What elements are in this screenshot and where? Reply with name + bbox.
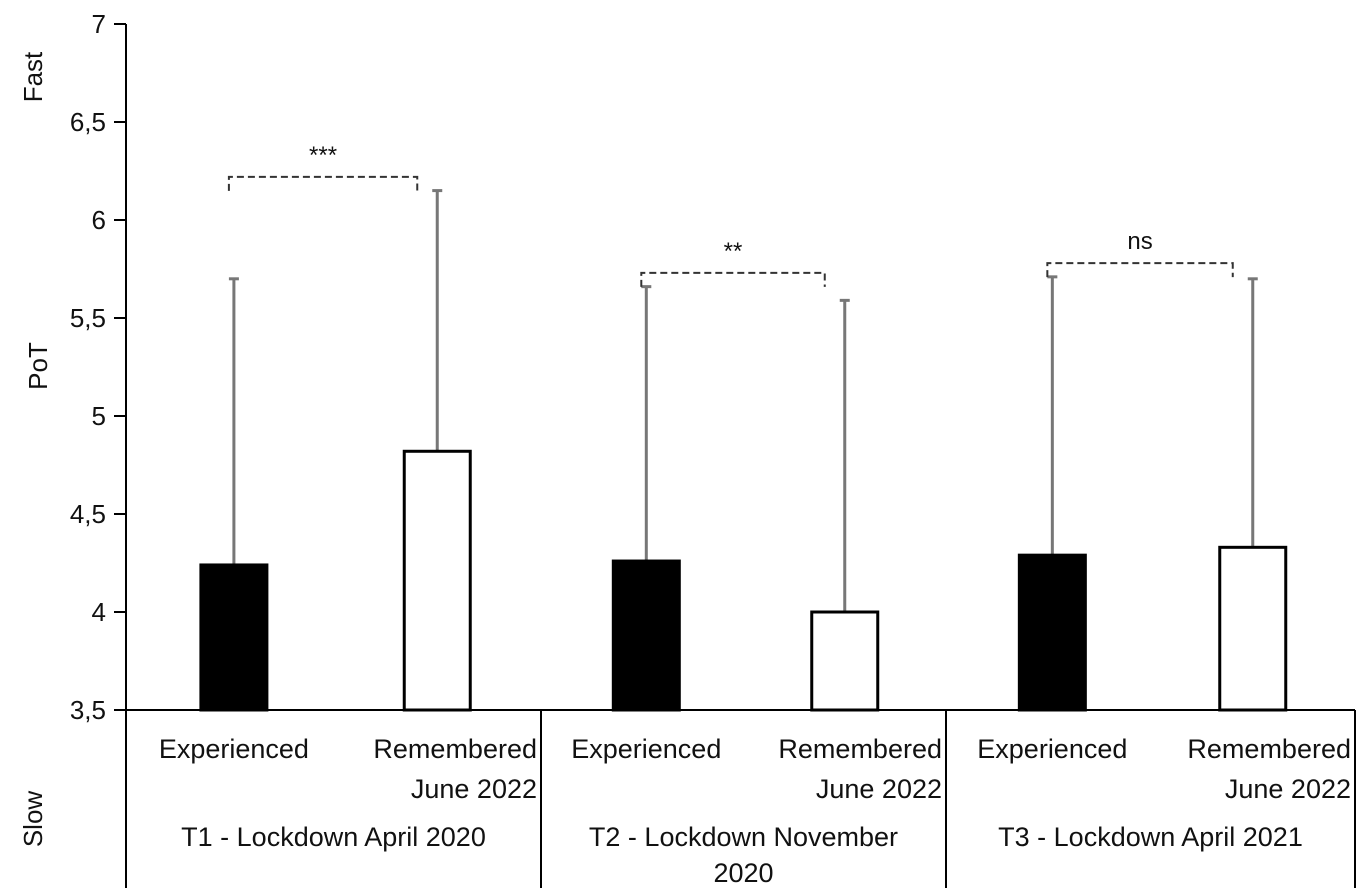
y-tick-label: 6,5 (70, 107, 106, 137)
bar-category-label: June 2022 (816, 774, 942, 804)
y-tick-label: 3,5 (70, 695, 106, 725)
significance-label: *** (309, 142, 337, 169)
significance-bracket (640, 271, 826, 287)
significance-layer: ***** ns (227, 142, 1234, 287)
bar-category-label: Remembered (1187, 734, 1351, 764)
y-tick-label: 5,5 (70, 303, 106, 333)
error-bars-layer (228, 189, 1258, 612)
axes-layer: 3,5 4 4,5 5 5,5 6 6,5 7 (70, 9, 1356, 888)
significance-bracket (227, 175, 419, 191)
category-labels-layer: Experienced Remembered June 2022 T1 - Lockd… (159, 734, 1351, 888)
bar-remembered (402, 449, 472, 712)
y-tick-label: 7 (92, 9, 106, 39)
group-label: 2020 (713, 858, 773, 888)
significance-label: ** (724, 238, 743, 265)
bar-category-label: Experienced (159, 734, 309, 764)
group-label: T1 - Lockdown April 2020 (181, 822, 486, 852)
bars-layer (199, 449, 1288, 712)
y-tick-label: 5 (92, 401, 106, 431)
significance-label: ns (1127, 228, 1152, 255)
bar-remembered (810, 610, 880, 712)
bar-category-label: June 2022 (1225, 774, 1351, 804)
bar-experienced (199, 563, 269, 712)
bar-experienced (1017, 553, 1087, 712)
bar-category-label: Remembered (778, 734, 942, 764)
bar-experienced (611, 559, 681, 712)
group-label: T3 - Lockdown April 2021 (998, 822, 1303, 852)
bar-category-label: Experienced (977, 734, 1127, 764)
y-tick-label: 4 (92, 597, 106, 627)
y-axis-fast-label: Fast (18, 51, 48, 102)
significance-bracket (1046, 262, 1234, 278)
y-tick-label: 4,5 (70, 499, 106, 529)
y-axis-slow-label: Slow (18, 791, 48, 848)
bar-category-label: Remembered (373, 734, 537, 764)
bar-remembered (1218, 545, 1288, 712)
y-axis-label: PoT (23, 342, 53, 390)
bar-category-label: Experienced (571, 734, 721, 764)
bar-category-label: June 2022 (411, 774, 537, 804)
y-tick-label: 6 (92, 205, 106, 235)
group-label: T2 - Lockdown November (589, 822, 898, 852)
